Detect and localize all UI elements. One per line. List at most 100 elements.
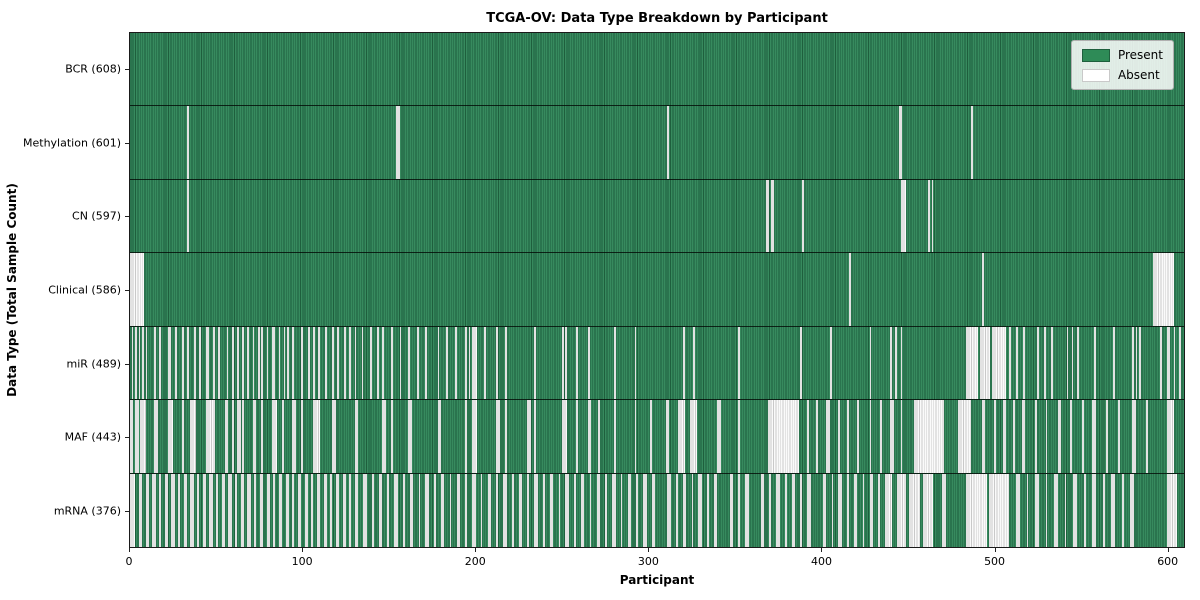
absent-stripe [285, 473, 289, 547]
heatmap-row-Clinical [130, 253, 1184, 327]
absent-stripe [154, 400, 158, 473]
x-tick-mark [995, 548, 996, 552]
absent-stripe [800, 326, 803, 400]
absent-stripe [612, 473, 616, 547]
absent-stripe [197, 473, 200, 547]
absent-stripe [403, 473, 405, 547]
absent-stripe [228, 473, 232, 547]
legend-entry-absent: Absent [1081, 68, 1163, 82]
absent-stripe [465, 473, 467, 547]
absent-stripe [992, 326, 1007, 400]
absent-stripe [682, 326, 685, 400]
absent-stripe [1016, 473, 1020, 547]
absent-stripe [361, 326, 364, 400]
heatmap-row-Methylation [130, 106, 1184, 180]
absent-stripe [252, 400, 257, 473]
absent-stripe [465, 400, 467, 473]
absent-stripe [1071, 326, 1074, 400]
absent-stripe [332, 400, 336, 473]
absent-stripe [187, 106, 189, 179]
absent-stripe [738, 473, 740, 547]
y-tick-label-Methylation: Methylation (601) [23, 136, 121, 150]
absent-stripe [242, 326, 245, 400]
absent-stripe [714, 473, 718, 547]
present-swatch-icon [1081, 48, 1110, 62]
absent-stripe [168, 400, 174, 473]
absent-stripe [1054, 473, 1058, 547]
absent-stripe [313, 326, 315, 400]
absent-stripe [323, 473, 327, 547]
y-tick-mark [125, 143, 129, 144]
absent-stripe [1035, 473, 1039, 547]
absent-stripe [895, 326, 898, 400]
absent-stripe [698, 473, 702, 547]
absent-stripe [1044, 326, 1046, 400]
absent-stripe [565, 473, 569, 547]
absent-stripe [1083, 473, 1086, 547]
legend-label-absent: Absent [1117, 68, 1160, 82]
absent-stripe [1166, 473, 1178, 547]
absent-stripe [634, 326, 637, 400]
absent-stripe [807, 400, 810, 473]
absent-stripe [349, 326, 352, 400]
absent-stripe [282, 400, 284, 473]
absent-stripe [408, 326, 410, 400]
absent-stripe [292, 400, 296, 473]
absent-stripe [575, 400, 578, 473]
chart-title: TCGA-OV: Data Type Breakdown by Particip… [486, 11, 828, 26]
x-tick-mark [129, 548, 130, 552]
absent-stripe [154, 326, 156, 400]
absent-stripe [254, 473, 257, 547]
absent-stripe [152, 473, 156, 547]
absent-stripe [957, 400, 972, 473]
absent-stripe [496, 326, 499, 400]
absent-stripe [193, 326, 196, 400]
absent-stripe [900, 179, 906, 253]
x-tick-label-400: 400 [810, 555, 832, 568]
absent-stripe [409, 473, 414, 547]
absent-stripe [1166, 400, 1174, 473]
absent-stripe [218, 326, 220, 400]
absent-stripe [307, 326, 310, 400]
absent-stripe [437, 326, 440, 400]
absent-stripe [667, 473, 671, 547]
absent-stripe [831, 473, 834, 547]
absent-stripe [527, 400, 531, 473]
absent-stripe [575, 326, 578, 400]
absent-stripe [1152, 253, 1174, 326]
absent-stripe [1132, 400, 1136, 473]
x-tick-mark [648, 548, 649, 552]
absent-stripe [1118, 400, 1121, 473]
absent-stripe [693, 326, 695, 400]
absent-stripe [159, 473, 162, 547]
absent-stripe [574, 473, 576, 547]
absent-stripe [589, 473, 592, 547]
absent-stripe [931, 179, 934, 253]
absent-stripe [565, 326, 568, 400]
absent-stripe [190, 473, 194, 547]
absent-stripe [643, 473, 647, 547]
absent-stripe [437, 400, 441, 473]
absent-stripe [1045, 400, 1048, 473]
absent-stripe [691, 473, 694, 547]
absent-stripe [869, 400, 872, 473]
y-tick-label-mRNA: mRNA (376) [53, 504, 121, 518]
absent-stripe [988, 473, 1010, 547]
absent-stripe [620, 473, 623, 547]
absent-stripe [354, 326, 357, 400]
absent-stripe [853, 473, 858, 547]
absent-stripe [472, 400, 478, 473]
y-tick-label-CN: CN (597) [72, 209, 121, 223]
absent-stripe [145, 326, 148, 400]
absent-stripe [1082, 400, 1084, 473]
absent-stripe [337, 326, 340, 400]
absent-stripe [449, 473, 452, 547]
absent-stripe [472, 473, 476, 547]
absent-stripe [199, 326, 201, 400]
y-tick-label-BCR: BCR (608) [65, 62, 121, 76]
absent-stripe [665, 400, 670, 473]
absent-stripe [605, 473, 607, 547]
absent-stripe [857, 400, 860, 473]
absent-stripe [738, 400, 740, 473]
absent-stripe [738, 326, 740, 400]
